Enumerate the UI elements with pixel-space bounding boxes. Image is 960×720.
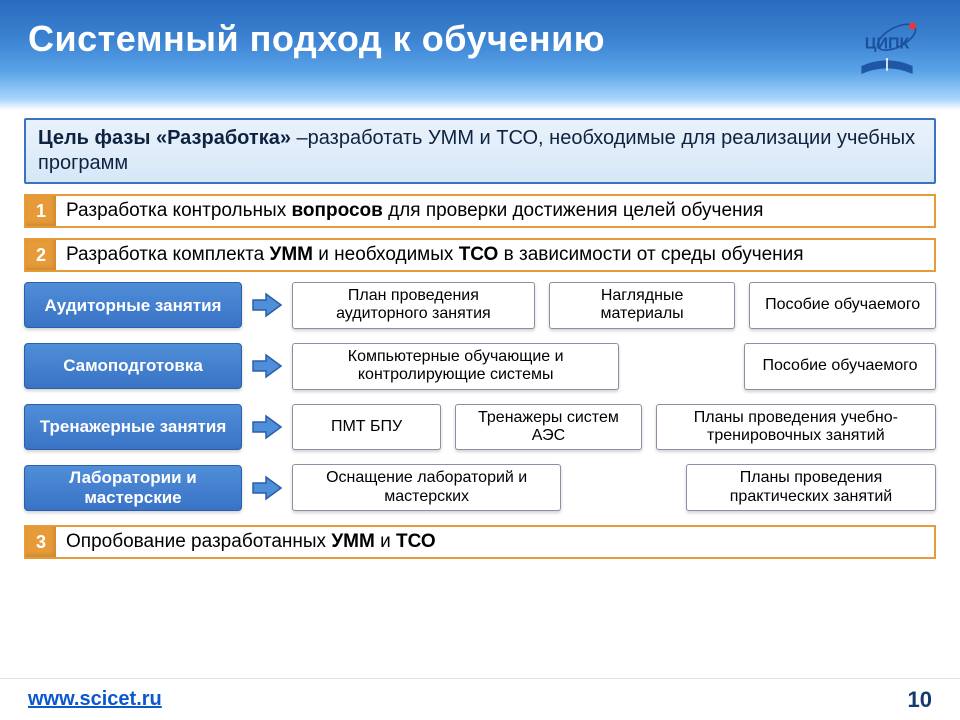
category-row: Аудиторные занятия План проведения аудит… [24,282,936,329]
category-label: Лаборатории и мастерские [24,465,242,511]
item-card: Планы проведения практических занятий [686,464,936,511]
category-label: Аудиторные занятия [24,282,242,328]
arrow [252,353,282,379]
step-badge: 2 [26,240,56,270]
items: ПМТ БПУ Тренажеры систем АЭС Планы проведе… [292,404,936,451]
item-card: Пособие обучаемого [749,282,936,329]
step-text: Опробование разработанных УММ и ТСО [56,527,934,557]
arrow-icon [252,414,282,440]
goal-box: Цель фазы «Разработка» –разработать УММ … [24,118,936,184]
item-card: Тренажеры систем АЭС [455,404,642,451]
rows-container: Аудиторные занятия План проведения аудит… [24,282,936,511]
step-3: 3 Опробование разработанных УММ и ТСО [24,525,936,559]
arrow [252,292,282,318]
step-2: 2 Разработка комплекта УММ и необходимых… [24,238,936,272]
slide: Системный подход к обучению ЦИПК Цель фа… [0,0,960,720]
category-row: Самоподготовка Компьютерные обучающие и … [24,343,936,390]
step-badge: 3 [26,527,56,557]
category-row: Лаборатории и мастерские Оснащение лабор… [24,464,936,511]
item-card: Планы проведения учебно-тренировочных за… [656,404,936,451]
logo-icon: ЦИПК [847,18,927,82]
slide-content: Цель фазы «Разработка» –разработать УММ … [0,110,960,559]
arrow [252,414,282,440]
item-card: Наглядные материалы [549,282,736,329]
step-badge: 1 [26,196,56,226]
footer-url[interactable]: www.scicet.ru [28,688,162,711]
slide-header: Системный подход к обучению ЦИПК [0,0,960,110]
logo-text: ЦИПК [865,35,910,52]
items: Компьютерные обучающие и контролирующие … [292,343,936,390]
item-card: Оснащение лабораторий и мастерских [292,464,561,511]
slide-footer: www.scicet.ru 10 [0,678,960,720]
category-label: Самоподготовка [24,343,242,389]
spacer [633,343,730,390]
arrow-icon [252,292,282,318]
slide-title: Системный подход к обучению [28,18,932,60]
item-card: Компьютерные обучающие и контролирующие … [292,343,619,390]
item-card: Пособие обучаемого [744,343,936,390]
category-label: Тренажерные занятия [24,404,242,450]
goal-lead: Цель фазы «Разработка» [38,127,291,149]
category-row: Тренажерные занятия ПМТ БПУ Тренажеры сис… [24,404,936,451]
items: План проведения аудиторного занятия Нагля… [292,282,936,329]
item-card: План проведения аудиторного занятия [292,282,535,329]
page-number: 10 [908,687,932,713]
items: Оснащение лабораторий и мастерских Планы … [292,464,936,511]
logo: ЦИПК [842,10,932,90]
arrow [252,475,282,501]
item-card: ПМТ БПУ [292,404,441,451]
arrow-icon [252,475,282,501]
step-text: Разработка контрольных вопросов для пров… [56,196,934,226]
step-text: Разработка комплекта УММ и необходимых Т… [56,240,934,270]
spacer [575,464,672,511]
arrow-icon [252,353,282,379]
step-1: 1 Разработка контрольных вопросов для пр… [24,194,936,228]
